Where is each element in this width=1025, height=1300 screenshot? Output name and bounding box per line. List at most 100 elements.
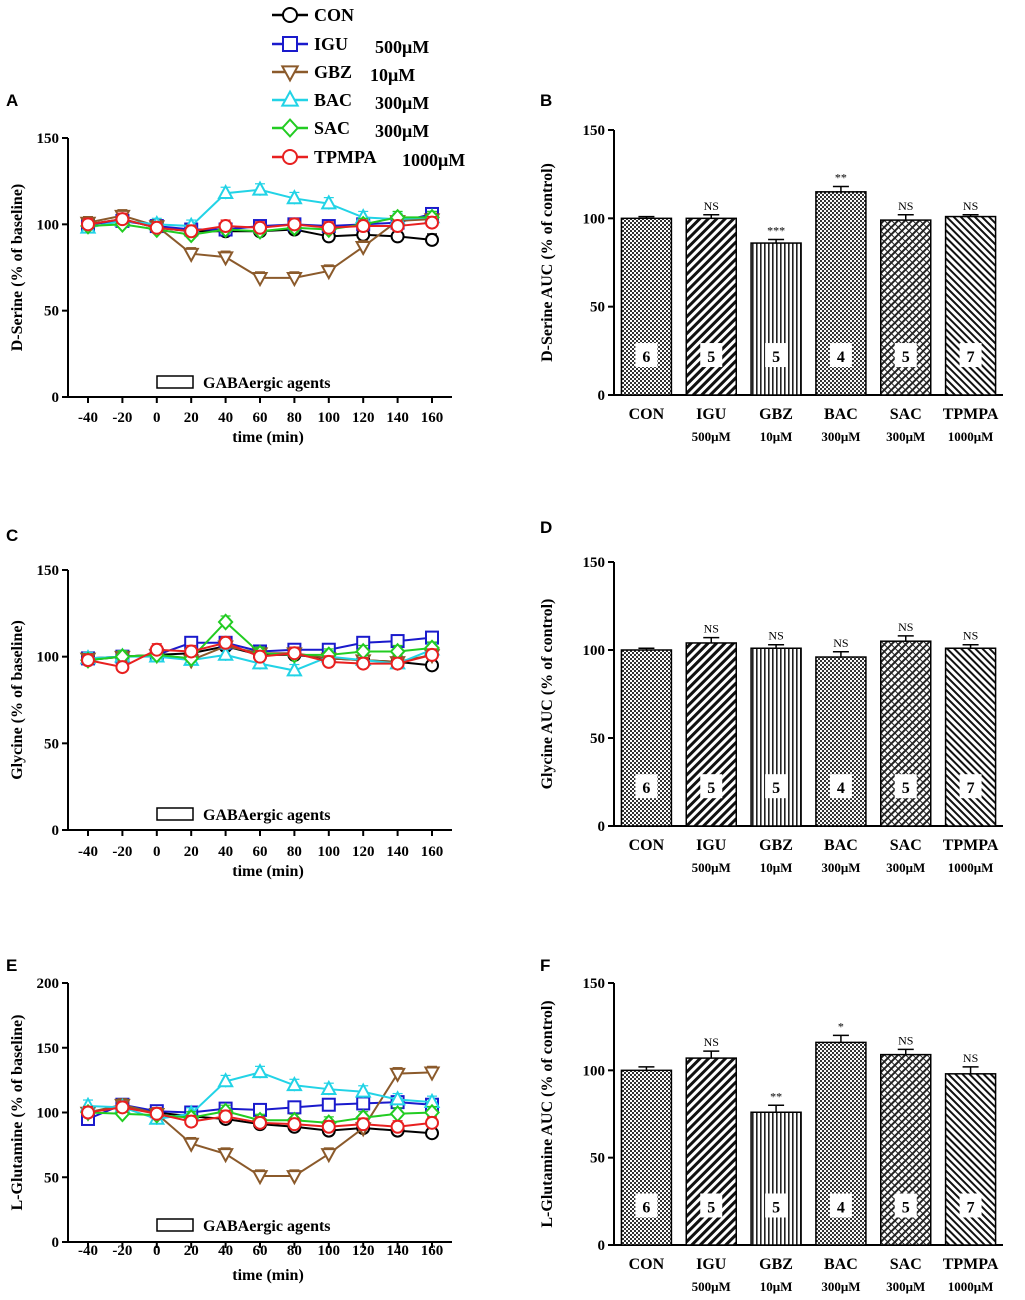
panel-label-c: C bbox=[6, 526, 18, 545]
bar bbox=[620, 217, 673, 396]
legend-marker bbox=[282, 149, 298, 165]
significance-label: NS bbox=[963, 199, 978, 213]
x-tick-label: 120 bbox=[352, 844, 375, 860]
category-sublabel: 1000μM bbox=[948, 429, 994, 444]
n-label: 5 bbox=[707, 349, 715, 366]
legend-entry-con: CON bbox=[272, 5, 354, 25]
data-point bbox=[81, 653, 95, 668]
y-tick-label: 150 bbox=[37, 1041, 60, 1057]
data-point bbox=[251, 1063, 269, 1079]
category-label: IGU bbox=[696, 1256, 727, 1273]
x-tick-label: 80 bbox=[287, 410, 302, 426]
y-tick-label: 50 bbox=[590, 1151, 605, 1167]
bar-group-tpmpa: NS 7 TPMPA 1000μM bbox=[943, 629, 999, 875]
y-tick-label: 100 bbox=[583, 211, 606, 227]
n-label: 7 bbox=[967, 1199, 975, 1216]
category-label: TPMPA bbox=[943, 837, 999, 854]
category-label: GBZ bbox=[759, 1256, 793, 1273]
x-tick-label: -40 bbox=[78, 844, 98, 860]
significance-label: NS bbox=[898, 620, 913, 634]
n-box bbox=[765, 774, 788, 799]
x-axis-label: time (min) bbox=[232, 863, 304, 880]
bar-group-gbz: *** 5 GBZ 10μM bbox=[750, 224, 802, 444]
legend-label: GBZ bbox=[314, 62, 352, 82]
y-tick-label: 150 bbox=[37, 563, 60, 579]
data-point bbox=[217, 645, 234, 661]
data-point bbox=[218, 635, 233, 650]
category-label: CON bbox=[629, 1256, 665, 1273]
bar bbox=[620, 1069, 673, 1246]
category-label: IGU bbox=[696, 406, 727, 423]
bar bbox=[750, 1111, 802, 1246]
data-point bbox=[389, 1090, 406, 1106]
data-point bbox=[320, 1148, 338, 1164]
panel-f: 0 50 100 150 L-Glutamine AUC (% of control) 6… bbox=[539, 976, 1003, 1294]
n-box bbox=[635, 343, 658, 368]
y-tick-label: 100 bbox=[583, 1063, 606, 1079]
y-tick-label: 50 bbox=[44, 1170, 59, 1186]
bar-group-con: 6 CON bbox=[620, 215, 673, 423]
data-point bbox=[356, 1096, 371, 1111]
data-point bbox=[425, 232, 439, 247]
x-tick-label: 0 bbox=[153, 1243, 161, 1259]
x-axis-label: time (min) bbox=[232, 1267, 304, 1284]
data-point bbox=[251, 1170, 269, 1186]
legend-conc: 300μM bbox=[375, 93, 429, 113]
category-sublabel: 1000μM bbox=[948, 860, 994, 875]
bar-group-bac: ** 4 BAC 300μM bbox=[815, 171, 867, 444]
y-tick-label: 100 bbox=[37, 217, 60, 233]
bar-group-gbz: NS 5 GBZ 10μM bbox=[750, 629, 802, 875]
n-label: 4 bbox=[837, 1199, 845, 1216]
data-point bbox=[251, 180, 269, 196]
bar-group-gbz: ** 5 GBZ 10μM bbox=[750, 1089, 802, 1294]
y-tick-label: 150 bbox=[583, 976, 606, 992]
data-point bbox=[320, 194, 338, 210]
n-label: 5 bbox=[707, 1199, 715, 1216]
significance-label: NS bbox=[898, 1033, 913, 1047]
data-point bbox=[390, 1119, 405, 1134]
data-point bbox=[149, 642, 164, 657]
data-point bbox=[390, 219, 405, 234]
legend-conc: 1000μM bbox=[402, 150, 465, 170]
bar-group-tpmpa: NS 7 TPMPA 1000μM bbox=[943, 199, 999, 444]
data-point bbox=[287, 1117, 302, 1132]
x-tick-label: 20 bbox=[184, 844, 199, 860]
x-tick-label: 60 bbox=[253, 844, 268, 860]
bar bbox=[944, 647, 997, 827]
y-tick-label: 0 bbox=[598, 1238, 606, 1254]
x-tick-label: 40 bbox=[218, 844, 233, 860]
data-point bbox=[354, 1082, 372, 1098]
bar-group-bac: * 4 BAC 300μM bbox=[815, 1019, 867, 1294]
legend-entry-tpmpa: TPMPA 1000μM bbox=[272, 147, 465, 170]
category-sublabel: 500μM bbox=[692, 1279, 731, 1294]
y-tick-label: 100 bbox=[37, 650, 60, 666]
x-tick-label: 140 bbox=[386, 410, 409, 426]
data-point bbox=[217, 613, 234, 631]
n-box bbox=[829, 1193, 852, 1218]
data-point bbox=[425, 1115, 439, 1130]
bar-group-sac: NS 5 SAC 300μM bbox=[880, 199, 932, 444]
data-point bbox=[115, 212, 130, 227]
data-point bbox=[217, 251, 234, 267]
data-point bbox=[217, 183, 234, 200]
n-box bbox=[959, 343, 982, 368]
bar bbox=[750, 242, 802, 396]
category-sublabel: 300μM bbox=[886, 429, 925, 444]
category-label: TPMPA bbox=[943, 406, 999, 423]
y-tick-label: 50 bbox=[44, 304, 59, 320]
y-tick-label: 50 bbox=[590, 731, 605, 747]
data-point bbox=[149, 1106, 164, 1121]
significance-label: NS bbox=[833, 636, 848, 650]
data-point bbox=[182, 247, 200, 263]
significance-label: NS bbox=[704, 199, 719, 213]
legend-marker bbox=[280, 65, 300, 83]
n-label: 5 bbox=[772, 349, 780, 366]
category-label: SAC bbox=[890, 406, 922, 423]
legend-entry-gbz: GBZ 10μM bbox=[272, 62, 415, 85]
treatment-label: GABAergic agents bbox=[203, 807, 331, 824]
data-point bbox=[81, 217, 95, 232]
y-tick-label: 0 bbox=[52, 390, 60, 406]
category-sublabel: 300μM bbox=[821, 429, 860, 444]
n-label: 6 bbox=[642, 349, 650, 366]
data-point bbox=[81, 1105, 95, 1120]
